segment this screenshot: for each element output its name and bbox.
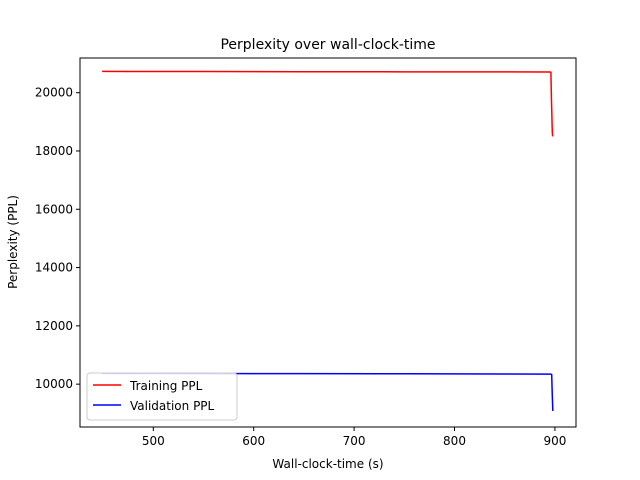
series-layer — [102, 70, 554, 411]
chart-title: Perplexity over wall-clock-time — [220, 37, 435, 53]
x-axis-label: Wall-clock-time (s) — [272, 457, 383, 471]
y-tick-label: 12000 — [35, 319, 73, 333]
x-tick-label: 600 — [242, 434, 265, 448]
x-tick-label: 700 — [343, 434, 366, 448]
legend-label-validation: Validation PPL — [130, 399, 215, 413]
y-tick-label: 10000 — [35, 377, 73, 391]
legend-frame — [86, 372, 238, 421]
x-tick-label: 900 — [543, 434, 566, 448]
x-tick-label: 500 — [142, 434, 165, 448]
y-axis-label: Perplexity (PPL) — [6, 195, 20, 289]
series-line-validation-ppl — [102, 372, 554, 411]
legend-label-training: Training PPL — [129, 379, 203, 393]
y-tick-label: 14000 — [35, 261, 73, 275]
series-line-training-ppl — [102, 70, 554, 137]
y-tick-label: 16000 — [35, 202, 73, 216]
x-axis: 500 600 700 800 900 — [142, 427, 566, 448]
x-tick-label: 800 — [443, 434, 466, 448]
y-tick-label: 20000 — [35, 86, 73, 100]
y-tick-label: 18000 — [35, 144, 73, 158]
legend: Training PPL Validation PPL — [86, 372, 238, 421]
y-axis: 10000 12000 14000 16000 18000 20000 — [35, 86, 80, 391]
plot-area — [79, 57, 577, 428]
plot-frame — [79, 57, 577, 428]
